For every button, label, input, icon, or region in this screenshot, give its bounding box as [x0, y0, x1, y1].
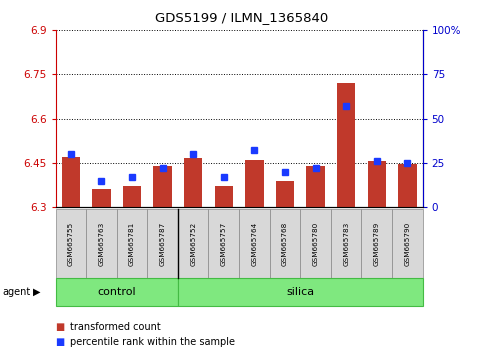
Bar [245, 160, 264, 207]
Bar [184, 159, 202, 207]
Text: GSM665764: GSM665764 [251, 221, 257, 266]
Bar [154, 166, 172, 207]
Text: GSM665780: GSM665780 [313, 221, 319, 266]
Text: GSM665783: GSM665783 [343, 221, 349, 266]
Bar [62, 157, 80, 207]
Text: GSM665763: GSM665763 [99, 221, 104, 266]
Text: ▶: ▶ [33, 287, 41, 297]
Text: percentile rank within the sample: percentile rank within the sample [70, 337, 235, 347]
Text: silica: silica [286, 287, 314, 297]
Bar [398, 164, 416, 207]
Bar [92, 189, 111, 207]
Text: GDS5199 / ILMN_1365840: GDS5199 / ILMN_1365840 [155, 11, 328, 24]
Bar [368, 161, 386, 207]
Text: GSM665768: GSM665768 [282, 221, 288, 266]
Text: GSM665755: GSM665755 [68, 221, 74, 266]
Text: control: control [98, 287, 136, 297]
Bar [214, 187, 233, 207]
Text: GSM665781: GSM665781 [129, 221, 135, 266]
Bar [276, 181, 294, 207]
Bar [123, 187, 141, 207]
Text: agent: agent [2, 287, 30, 297]
Text: GSM665757: GSM665757 [221, 221, 227, 266]
Text: GSM665790: GSM665790 [404, 221, 411, 266]
Text: ■: ■ [56, 337, 65, 347]
Text: ■: ■ [56, 322, 65, 332]
Text: GSM665787: GSM665787 [159, 221, 166, 266]
Bar [337, 83, 355, 207]
Text: transformed count: transformed count [70, 322, 161, 332]
Text: GSM665752: GSM665752 [190, 221, 196, 266]
Text: GSM665789: GSM665789 [374, 221, 380, 266]
Bar [306, 166, 325, 207]
